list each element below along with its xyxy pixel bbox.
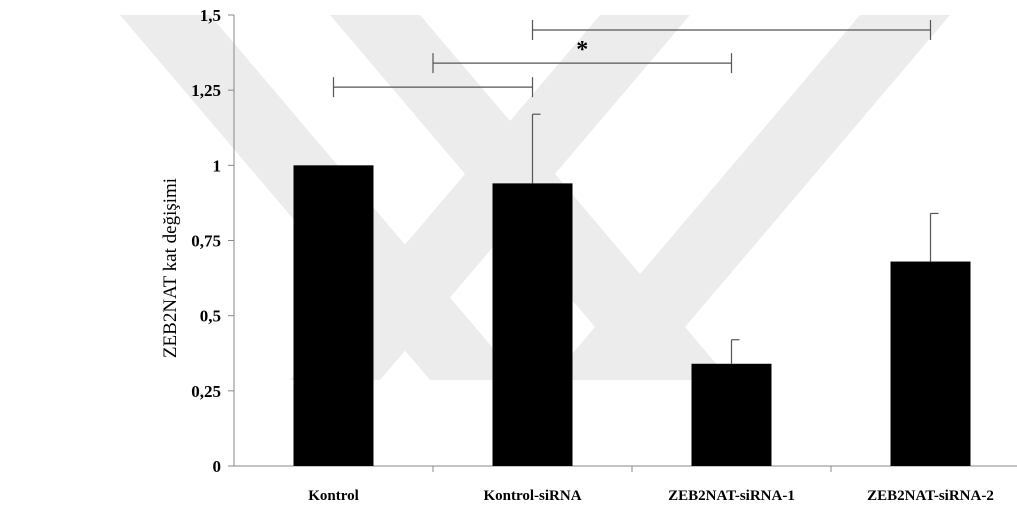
bar-2: [691, 363, 772, 466]
significance-bracket-2: [531, 20, 932, 41]
y-axis-title: ZEB2NAT kat değişimi: [160, 178, 181, 358]
bar-1: [492, 183, 573, 466]
y-tick-label: 0,75: [191, 232, 221, 251]
significance-bracket-0: [332, 77, 534, 98]
y-tick-label: 0,25: [191, 382, 221, 401]
y-tick-label: 0: [213, 457, 222, 476]
y-ticks: 0 0,25 0,5 0,75 1 1,25 1,5: [191, 6, 234, 476]
bar-3: [890, 261, 971, 466]
significance-bracket-1: *: [432, 37, 733, 74]
significance-label: *: [576, 37, 588, 63]
bars: [293, 165, 971, 467]
x-ticks: [432, 466, 832, 472]
bar-0: [293, 165, 374, 467]
y-tick-label: 1,5: [200, 6, 221, 25]
y-tick-label: 1: [213, 156, 222, 175]
y-tick-label: 1,25: [191, 81, 221, 100]
error-bars: [531, 113, 939, 364]
category-label-1: Kontrol-siRNA: [483, 488, 581, 504]
category-label-0: Kontrol: [308, 488, 359, 504]
category-label-3: ZEB2NAT-siRNA-2: [867, 488, 994, 504]
category-labels: Kontrol Kontrol-siRNA ZEB2NAT-siRNA-1 ZEB2N…: [308, 488, 994, 504]
significance-brackets: *: [332, 20, 932, 98]
y-tick-label: 0,5: [200, 307, 221, 326]
category-label-2: ZEB2NAT-siRNA-1: [668, 488, 795, 504]
